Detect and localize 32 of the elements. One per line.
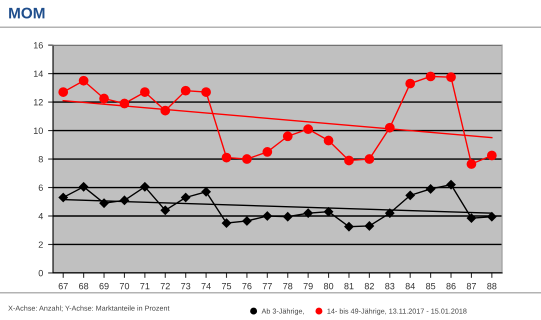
x-tick-label: 88 — [487, 282, 496, 290]
y-tick-label: 8 — [38, 156, 43, 162]
x-tick-label: 87 — [466, 282, 476, 290]
x-tick-label: 71 — [140, 283, 150, 290]
y-tick-label: 16 — [34, 42, 43, 48]
chart-title: MOM — [9, 8, 44, 18]
x-tick-label: 83 — [385, 282, 394, 290]
x-tick-label: 86 — [446, 282, 456, 290]
x-tick-label: 85 — [426, 282, 436, 290]
x-tick-label: 73 — [181, 282, 190, 290]
x-tick-label: 82 — [364, 282, 374, 290]
x-tick-label: 77 — [262, 283, 272, 290]
y-tick-label: 6 — [38, 184, 43, 191]
x-tick-label: 80 — [324, 282, 334, 290]
x-tick-label: 75 — [222, 283, 232, 290]
x-tick-label: 76 — [242, 282, 252, 290]
y-tick-label: 2 — [38, 241, 43, 248]
y-tick-label: 0 — [38, 270, 43, 276]
y-tick-label: 14 — [34, 70, 44, 77]
x-tick-label: 70 — [120, 282, 130, 290]
x-tick-label: 84 — [406, 282, 415, 290]
y-tick-label: 10 — [34, 128, 43, 134]
y-tick-label: 4 — [38, 213, 44, 220]
x-tick-label: 79 — [304, 282, 313, 290]
x-tick-label: 72 — [160, 282, 170, 290]
x-tick-label: 81 — [344, 282, 354, 290]
x-tick-label: 67 — [58, 282, 68, 290]
x-tick-label: 74 — [202, 283, 211, 290]
y-tick-label: 12 — [34, 99, 43, 106]
x-tick-label: 68 — [79, 282, 88, 290]
x-tick-label: 78 — [283, 282, 292, 290]
x-tick-label: 69 — [99, 282, 109, 290]
